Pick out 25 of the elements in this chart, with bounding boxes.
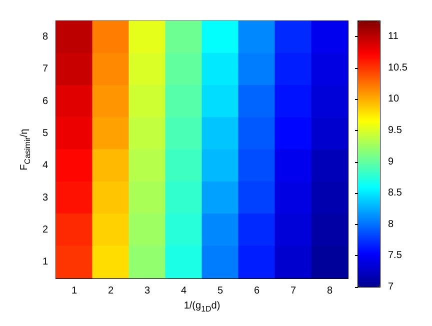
x-tick-label: 2 — [108, 286, 114, 297]
color-bar-label: 9 — [388, 156, 394, 168]
y-tick-label: 5 — [42, 128, 48, 139]
y-tick-label: 3 — [42, 192, 48, 204]
x-tick-label: 7 — [290, 286, 296, 297]
color-bar-label: 8.5 — [388, 188, 402, 199]
color-bar-label: 11 — [388, 31, 399, 42]
color-bar-label: 7.5 — [388, 250, 402, 262]
color-bar-label: 10 — [388, 94, 400, 105]
x-tick-label: 8 — [326, 286, 333, 297]
y-tick-label: 2 — [42, 224, 48, 236]
x-tick-label: 3 — [144, 286, 150, 297]
x-tick-label: 6 — [254, 286, 260, 297]
x-tick-label: 5 — [217, 286, 224, 297]
color-bar-label: 10.5 — [388, 62, 408, 74]
x-tick-label: 4 — [180, 286, 187, 297]
y-tick-label: 1 — [42, 256, 48, 268]
y-axis-title: FCasimir/η — [19, 128, 32, 170]
y-tick-label: 6 — [42, 96, 48, 107]
y-tick-label: 8 — [42, 32, 48, 43]
y-tick-label: 7 — [42, 64, 48, 75]
color-bar-label: 8 — [388, 218, 394, 230]
color-bar-label: 9.5 — [388, 125, 402, 136]
x-tick-label: 1 — [71, 286, 78, 297]
y-tick-label: 4 — [42, 160, 48, 172]
